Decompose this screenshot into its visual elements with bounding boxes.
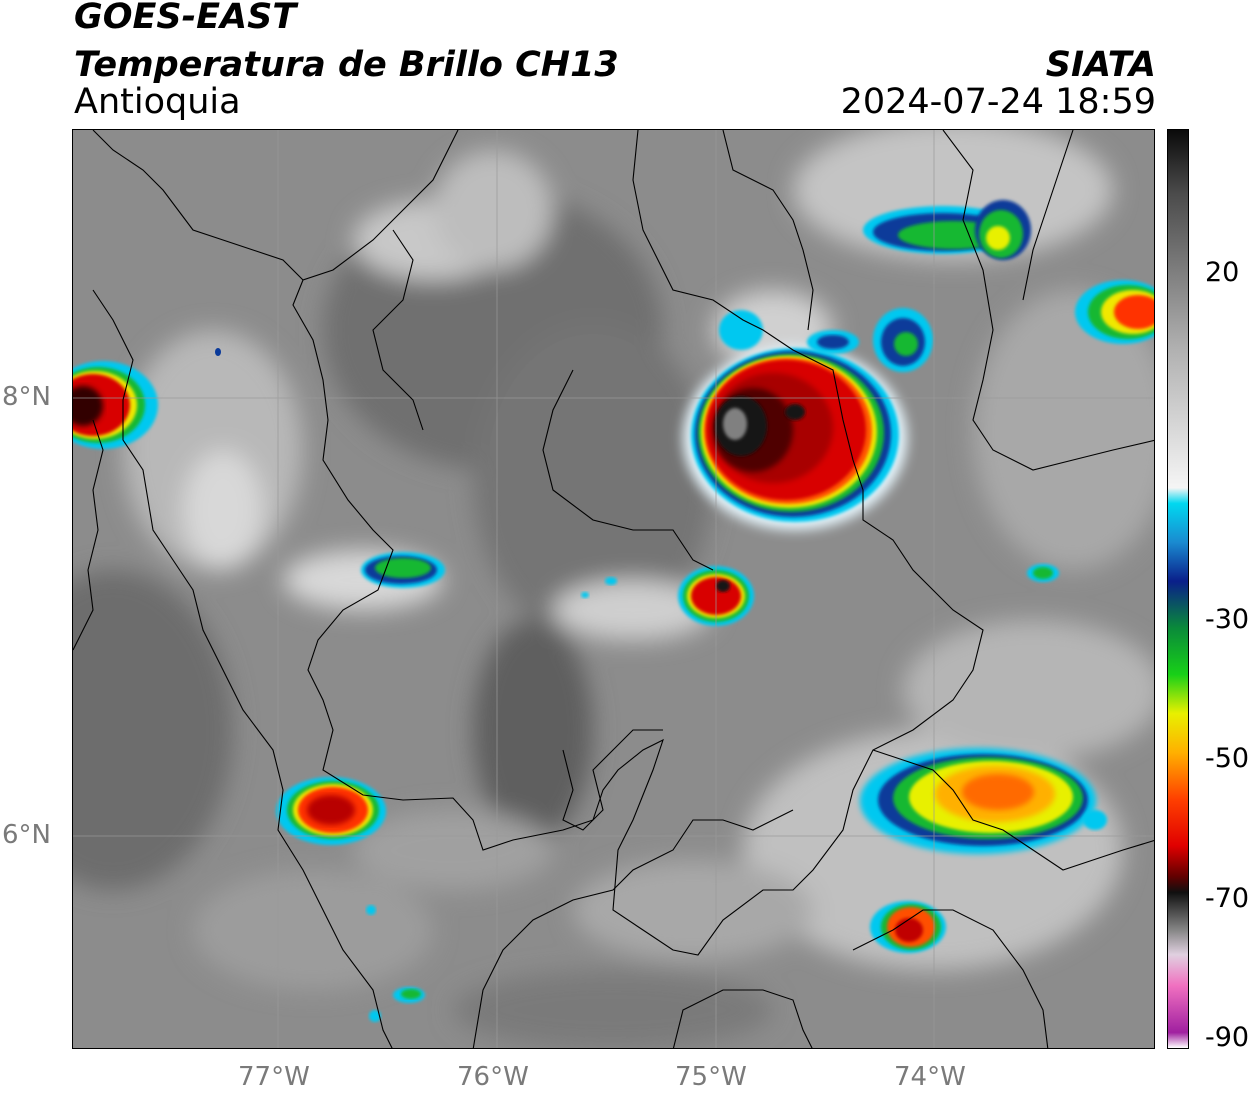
lat-tick-8n: 8°N (2, 382, 51, 412)
cell-northwest-edge (73, 361, 158, 449)
lat-tick-6n: 6°N (2, 820, 51, 850)
agency-label: SIATA (1045, 45, 1156, 85)
cell-west-green (361, 552, 445, 588)
datetime-label: 2024-07-24 18:59 (840, 82, 1156, 122)
colorbar (1167, 129, 1189, 1049)
satellite-map (72, 129, 1155, 1049)
storm-cells (73, 200, 1154, 1022)
map-canvas (73, 130, 1154, 1048)
cell-northeast (863, 200, 1031, 260)
lon-tick-75w: 75°W (675, 1062, 747, 1092)
cell-east-main (683, 346, 907, 530)
region-title: Antioquia (74, 82, 241, 122)
colorbar-label-minus50: -50 (1205, 743, 1250, 774)
satellite-title: GOES-EAST (74, 0, 297, 37)
colorbar-label-minus70: -70 (1205, 883, 1250, 914)
product-title: Temperatura de Brillo CH13 (74, 45, 619, 85)
lon-tick-74w: 74°W (894, 1062, 966, 1092)
cell-specks (215, 348, 1107, 1022)
colorbar-label-minus90: -90 (1205, 1022, 1250, 1053)
gridlines (73, 130, 1154, 1048)
cloud-field (73, 130, 1154, 1048)
admin-boundaries (73, 130, 1154, 1048)
colorbar-label-minus30: -30 (1205, 604, 1250, 635)
colorbar-label-20: 20 (1205, 257, 1240, 288)
lon-tick-76w: 76°W (457, 1062, 529, 1092)
cell-far-northeast (1075, 280, 1154, 344)
cell-west-south (276, 777, 386, 845)
cell-southeast-large (860, 748, 1096, 854)
lon-tick-77w: 77°W (238, 1062, 310, 1092)
cell-northeast-small (719, 308, 933, 372)
cell-south-small (870, 901, 946, 953)
